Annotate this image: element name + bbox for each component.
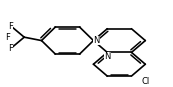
Text: F: F [6,33,10,42]
Text: N: N [104,52,110,61]
Text: Cl: Cl [141,78,149,86]
Text: N: N [93,36,100,45]
Text: F: F [8,22,13,31]
Text: F: F [8,44,13,53]
